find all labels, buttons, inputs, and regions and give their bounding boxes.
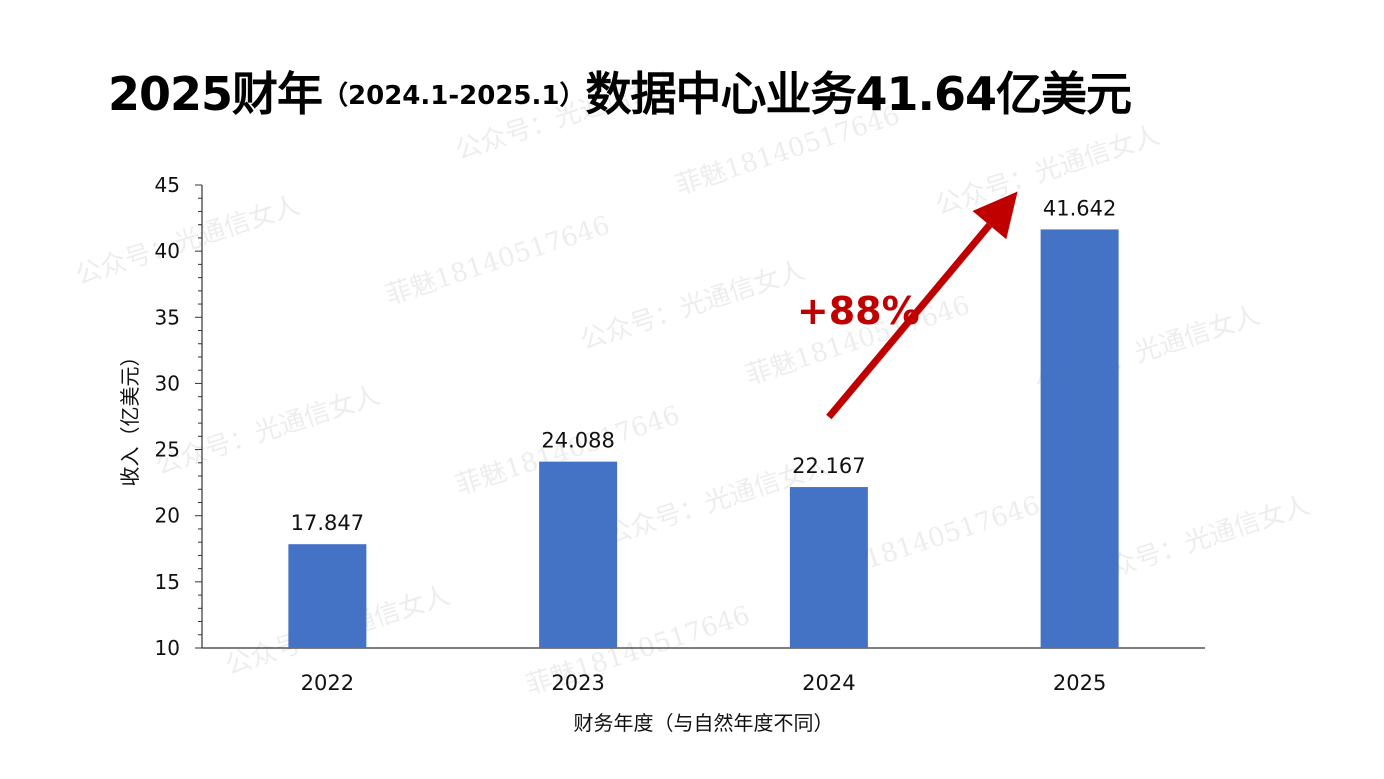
data-label: 22.167 [792,454,865,478]
chart-title: 2025财年（2024.1-2025.1）数据中心业务41.64亿美元 [108,58,1133,124]
x-tick-label: 2025 [1053,671,1106,695]
growth-label: +88% [797,289,920,333]
x-tick-label: 2024 [802,671,855,695]
y-tick-label: 40 [155,239,180,263]
data-label: 41.642 [1043,196,1116,220]
x-axis-title: 财务年度（与自然年度不同） [574,711,834,735]
y-tick-label: 25 [155,438,180,462]
bar-2022 [288,544,367,648]
y-axis-ticks: 10 15 20 25 30 35 40 45 [155,173,202,660]
growth-arrow-shaft [826,222,993,420]
x-tick-label: 2023 [551,671,604,695]
title-paren: （2024.1-2025.1） [322,81,586,111]
y-tick-label: 35 [155,305,180,329]
title-part2: 数据中心业务41.64亿美元 [585,67,1133,121]
data-label: 24.088 [541,429,614,453]
bar-2024 [789,487,868,648]
y-tick-label: 30 [155,371,180,395]
y-tick-label: 10 [155,636,180,660]
bars-group: 17.847 24.088 22.167 41.642 [288,196,1119,648]
bar-2025 [1040,229,1119,648]
y-axis-title: 收入（亿美元） [118,347,142,487]
y-tick-label: 15 [155,570,180,594]
title-part1: 2025财年 [108,67,323,121]
growth-arrow-head [972,191,1018,240]
y-tick-label: 45 [155,173,180,197]
bar-2023 [539,461,618,648]
y-tick-label: 20 [155,504,180,528]
growth-arrow [826,191,1018,420]
x-tick-labels: 2022 2023 2024 2025 [301,671,1107,695]
data-label: 17.847 [291,511,364,535]
x-tick-label: 2022 [301,671,354,695]
